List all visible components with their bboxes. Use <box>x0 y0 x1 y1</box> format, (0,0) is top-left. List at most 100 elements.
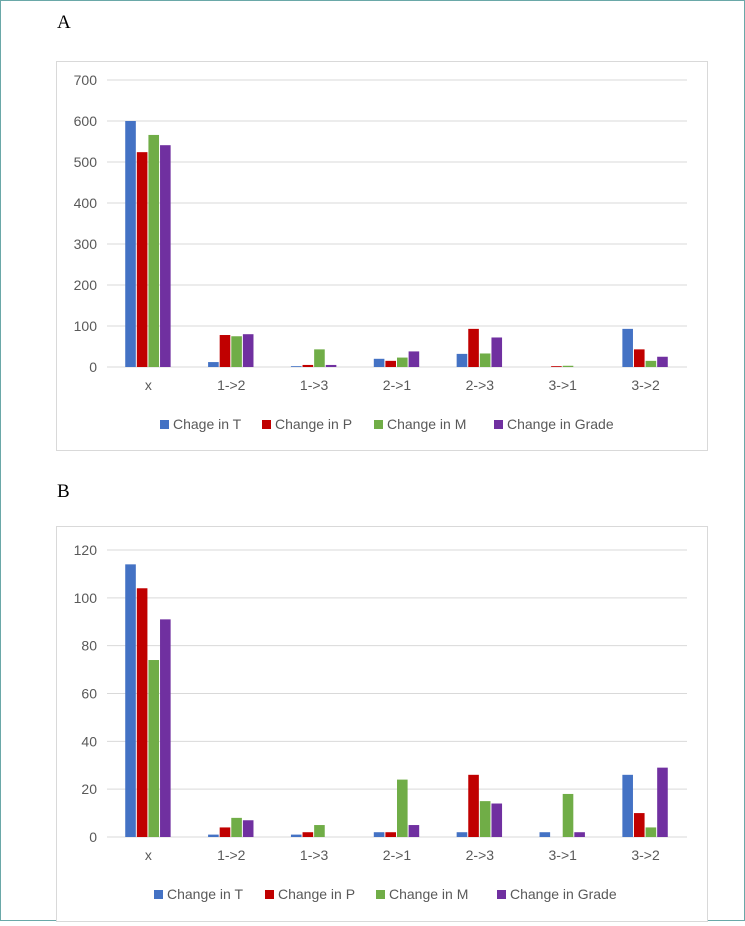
chart-b-bar-change-in-p-2-1 <box>385 832 396 837</box>
chart-a-legend-swatch-chage-in-t <box>160 420 169 429</box>
chart-a-bar-change-in-m-2-1 <box>397 357 408 367</box>
chart-b-y-tick-label: 20 <box>81 781 97 797</box>
chart-a-x-tick-label: 2->1 <box>383 377 412 393</box>
chart-b-legend-label-change-in-m: Change in M <box>389 886 468 902</box>
chart-b-x-tick-label: 2->3 <box>466 847 495 863</box>
chart-b-legend-swatch-change-in-p <box>265 890 274 899</box>
chart-a-legend-swatch-change-in-grade <box>494 420 503 429</box>
chart-a-bar-chage-in-t-2-1 <box>373 358 385 367</box>
panel-label-b: B <box>57 481 70 502</box>
chart-a-bar-change-in-m-2-3 <box>479 353 491 367</box>
chart-b-bar-change-in-m-3-2 <box>645 827 657 837</box>
chart-a-bar-change-in-m-x <box>148 134 160 367</box>
chart-b-bar-change-in-t-2-3 <box>456 832 468 837</box>
chart-b-x-tick-label: 3->1 <box>549 847 578 863</box>
chart-a-y-tick-label: 300 <box>74 236 98 252</box>
chart-a-x-tick-label: 1->3 <box>300 377 329 393</box>
chart-a-bar-change-in-p-1-3 <box>302 364 314 367</box>
chart-a-bar-chage-in-t-3-2 <box>622 328 633 367</box>
chart-b-bar-change-in-p-1-2 <box>219 827 231 837</box>
chart-a-x-tick-label: 3->1 <box>549 377 578 393</box>
chart-a-legend-label-change-in-p: Change in P <box>275 416 352 432</box>
chart-a-bar-change-in-p-x <box>136 152 148 367</box>
chart-b-legend-label-change-in-p: Change in P <box>278 886 355 902</box>
chart-b-bar-change-in-grade-1-2 <box>242 820 254 837</box>
chart-a-bar-change-in-grade-1-3 <box>325 364 337 367</box>
chart-a-bar-change-in-p-1-2 <box>219 335 231 367</box>
chart-b-bar-change-in-m-2-1 <box>397 779 408 837</box>
chart-b-y-tick-label: 40 <box>81 733 97 749</box>
chart-a-bar-change-in-grade-3-2 <box>657 356 668 367</box>
chart-a-bar-chage-in-t-x <box>125 121 136 367</box>
chart-a-bar-chage-in-t-1-2 <box>208 362 219 367</box>
panel-label-a: A <box>57 12 71 33</box>
chart-a-x-tick-label: 3->2 <box>631 377 660 393</box>
chart-b-x-tick-label: 2->1 <box>383 847 412 863</box>
chart-b-bar-change-in-m-3-1 <box>562 793 574 837</box>
chart-a-bar-chage-in-t-1-3 <box>290 366 302 367</box>
chart-a-legend-label-change-in-m: Change in M <box>387 416 466 432</box>
chart-b-y-tick-label: 0 <box>89 829 97 845</box>
chart-b-bar-change-in-p-3-2 <box>633 813 645 837</box>
chart-a-legend-label-change-in-grade: Change in Grade <box>507 416 614 432</box>
chart-b-bar-change-in-t-1-3 <box>290 834 302 837</box>
chart-a-legend-swatch-change-in-p <box>262 420 271 429</box>
chart-b-bar-change-in-p-2-3 <box>468 774 479 837</box>
chart-a-bar-change-in-m-3-1 <box>562 365 574 367</box>
chart-a-bar-change-in-p-2-1 <box>385 360 396 367</box>
chart-a-y-tick-label: 500 <box>74 154 98 170</box>
chart-b-bar-change-in-grade-3-1 <box>574 832 585 837</box>
chart-a-bar-change-in-grade-x <box>160 145 171 367</box>
chart-b-x-tick-label: x <box>145 847 152 863</box>
chart-a-bar-change-in-grade-2-3 <box>491 337 503 367</box>
chart-a-y-tick-label: 0 <box>89 359 97 375</box>
chart-a: 0 100 200 300 400 500 600 700 x 1->2 1->3 2->1 2->3 3… <box>74 72 687 432</box>
chart-b-legend-label-change-in-grade: Change in Grade <box>510 886 617 902</box>
chart-b-legend-swatch-change-in-grade <box>497 890 506 899</box>
chart-b: 0 20 40 60 80 100 120 x 1->2 1->3 2->1 2->3 3->1 3->2… <box>74 542 687 902</box>
chart-b-x-tick-label: 1->3 <box>300 847 329 863</box>
chart-b-x-tick-label: 3->2 <box>631 847 660 863</box>
chart-b-legend-swatch-change-in-t <box>154 890 163 899</box>
chart-a-y-tick-label: 700 <box>74 72 98 88</box>
chart-b-bar-change-in-m-1-2 <box>231 817 242 837</box>
chart-b-bar-change-in-t-x <box>125 564 136 837</box>
chart-a-bar-change-in-p-3-1 <box>551 366 562 367</box>
chart-b-x-tick-label: 1->2 <box>217 847 246 863</box>
chart-a-y-tick-label: 400 <box>74 195 98 211</box>
chart-b-container: 0 20 40 60 80 100 120 x 1->2 1->3 2->1 2->3 3->1 3->2… <box>56 526 708 922</box>
chart-b-bar-change-in-grade-x <box>160 619 171 837</box>
chart-a-bar-change-in-m-1-3 <box>314 349 325 367</box>
chart-a-bar-change-in-grade-2-1 <box>408 351 420 367</box>
chart-a-x-tick-label: 2->3 <box>466 377 495 393</box>
chart-a-container: 0 100 200 300 400 500 600 700 x 1->2 1->3 2->1 2->3 3… <box>56 61 708 451</box>
chart-a-x-tick-label: 1->2 <box>217 377 246 393</box>
chart-b-legend-swatch-change-in-m <box>376 890 385 899</box>
chart-b-bar-change-in-m-x <box>148 660 160 837</box>
chart-a-bar-change-in-p-3-2 <box>633 349 645 367</box>
chart-a-bar-change-in-m-3-2 <box>645 360 657 367</box>
chart-b-legend-label-change-in-t: Change in T <box>167 886 243 902</box>
chart-a-bar-change-in-grade-1-2 <box>242 334 254 367</box>
chart-a-x-tick-label: x <box>145 377 152 393</box>
chart-a-bar-chage-in-t-2-3 <box>456 353 468 367</box>
chart-b-bar-change-in-grade-3-2 <box>657 767 668 837</box>
chart-a-legend-swatch-change-in-m <box>374 420 383 429</box>
chart-b-bar-change-in-m-1-3 <box>314 825 325 837</box>
chart-b-bar-change-in-t-1-2 <box>208 834 219 837</box>
chart-b-bar-change-in-grade-2-3 <box>491 803 503 837</box>
chart-b-bar-change-in-p-1-3 <box>302 832 314 837</box>
chart-b-bar-change-in-grade-2-1 <box>408 825 420 837</box>
chart-a-bar-change-in-p-2-3 <box>468 328 479 367</box>
chart-b-bar-change-in-t-3-1 <box>539 832 551 837</box>
chart-b-y-tick-label: 120 <box>74 542 98 558</box>
chart-b-y-tick-label: 100 <box>74 590 98 606</box>
chart-a-y-tick-label: 600 <box>74 113 98 129</box>
chart-a-bar-change-in-m-1-2 <box>231 336 242 367</box>
chart-b-bar-change-in-p-x <box>136 588 148 837</box>
chart-a-legend-label-chage-in-t: Chage in T <box>173 416 242 432</box>
chart-b-bar-change-in-m-2-3 <box>479 801 491 837</box>
chart-b-bar-change-in-t-2-1 <box>373 832 385 837</box>
chart-b-y-tick-label: 80 <box>81 638 97 654</box>
chart-a-y-tick-label: 100 <box>74 318 98 334</box>
